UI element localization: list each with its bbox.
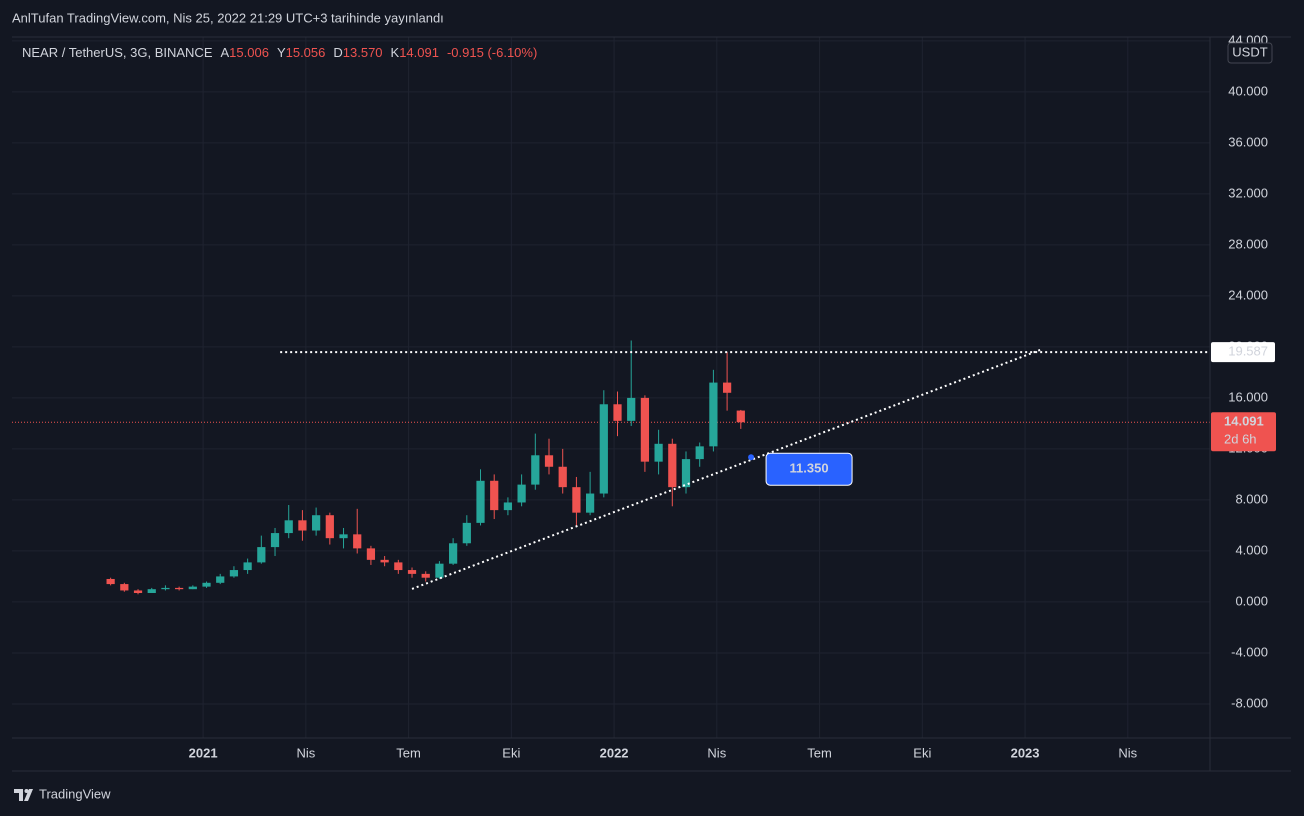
marker-label-box: [765, 452, 853, 486]
last-price-label: 14.091: [1224, 414, 1264, 429]
resistance-label: 19.587: [1228, 344, 1268, 359]
x-tick-label: Nis: [1118, 745, 1137, 760]
candle-body: [229, 570, 239, 577]
candle-body: [585, 493, 595, 513]
legend-key: Y: [277, 45, 286, 60]
candle-body: [216, 576, 225, 583]
candle-body: [722, 382, 732, 393]
candle-body: [476, 480, 485, 523]
legend-key: A: [221, 45, 230, 60]
candle-body: [544, 455, 554, 467]
candle-body: [736, 410, 745, 423]
candle-body: [709, 382, 718, 447]
candle-body: [120, 584, 129, 591]
candle-body: [202, 582, 211, 587]
candle-body: [627, 397, 636, 421]
candle-body: [380, 559, 389, 563]
candle-body: [175, 587, 184, 590]
candle-body: [449, 543, 458, 564]
marker-label: 11.350: [790, 461, 829, 476]
candle-body: [695, 446, 704, 460]
candle-body: [599, 404, 608, 494]
y-tick-label: 36.000: [1228, 134, 1268, 149]
x-tick-label: 2023: [1011, 745, 1040, 760]
x-tick-label: Nis: [707, 745, 726, 760]
trendline: [411, 349, 1041, 590]
x-tick-label: 2021: [189, 745, 218, 760]
y-tick-label: -8.000: [1231, 695, 1268, 710]
currency: USDT: [1232, 44, 1267, 59]
candle-body: [257, 547, 266, 563]
candle-body: [325, 515, 334, 539]
candle-body: [106, 578, 115, 585]
x-tick-label: 2022: [600, 745, 629, 760]
resistance-label-box: [1211, 342, 1275, 363]
candle-body: [353, 534, 362, 549]
candle-body: [188, 586, 197, 590]
y-tick-label: 16.000: [1228, 389, 1268, 404]
candle-body: [681, 459, 691, 488]
candle-body: [654, 443, 663, 462]
y-tick-label: 24.000: [1228, 287, 1268, 302]
y-tick-label: 0.000: [1235, 593, 1268, 608]
legend-key: K: [391, 45, 400, 60]
symbol-legend: NEAR / TetherUS, 3G, BINANCE A15.006 Y15.0…: [22, 45, 537, 60]
marker-point: [748, 454, 755, 461]
x-tick-label: Tem: [807, 745, 832, 760]
candle-body: [339, 534, 348, 539]
plot: [12, 37, 1210, 738]
candle-body: [147, 589, 156, 594]
legend-value: 15.006: [229, 45, 269, 60]
candle-body: [490, 480, 499, 511]
candle-body: [517, 484, 526, 503]
symbol: NEAR / TetherUS, 3G, BINANCE: [22, 45, 213, 60]
brand: TradingView: [39, 786, 111, 801]
candle-body: [284, 520, 293, 534]
countdown: 2d 6h: [1224, 432, 1257, 447]
x-tick-label: Nis: [296, 745, 315, 760]
candle-body: [462, 522, 471, 544]
x-tick-label: Eki: [913, 745, 931, 760]
legend-value: 14.091: [399, 45, 439, 60]
y-tick-label: 40.000: [1228, 83, 1268, 98]
legend-value: 13.570: [343, 45, 383, 60]
publisher: AnlTufan TradingView.com, Nis 25, 2022 2…: [12, 10, 444, 25]
candle-body: [503, 502, 513, 511]
candle-body: [394, 562, 403, 571]
candle-body: [161, 587, 170, 590]
y-tick-label: -4.000: [1231, 644, 1268, 659]
candle-body: [133, 590, 143, 594]
brand-logo: [14, 789, 33, 801]
candle-body: [298, 520, 307, 531]
candle-body: [640, 397, 650, 462]
candle-body: [668, 443, 677, 488]
candle-body: [270, 533, 280, 548]
currency-box: [1227, 42, 1273, 64]
x-tick-label: Tem: [396, 745, 421, 760]
candle-body: [312, 515, 321, 531]
legend-key: D: [333, 45, 342, 60]
candle-body: [407, 570, 417, 574]
last-price-box: [1211, 412, 1276, 452]
candle-body: [366, 548, 376, 560]
candle-body: [572, 487, 581, 513]
y-tick-label: 32.000: [1228, 185, 1268, 200]
x-tick-label: Eki: [502, 745, 520, 760]
candle-body: [558, 466, 567, 488]
y-tick-label: 28.000: [1228, 236, 1268, 251]
candle-body: [421, 573, 430, 578]
y-tick-label: 4.000: [1235, 542, 1268, 557]
candle-body: [531, 455, 540, 485]
candle-body: [613, 404, 622, 421]
candle-body: [435, 563, 444, 578]
candle-body: [243, 562, 252, 571]
legend-value: 15.056: [286, 45, 326, 60]
change: -0.915 (-6.10%): [447, 45, 537, 60]
y-tick-label: 8.000: [1235, 491, 1268, 506]
